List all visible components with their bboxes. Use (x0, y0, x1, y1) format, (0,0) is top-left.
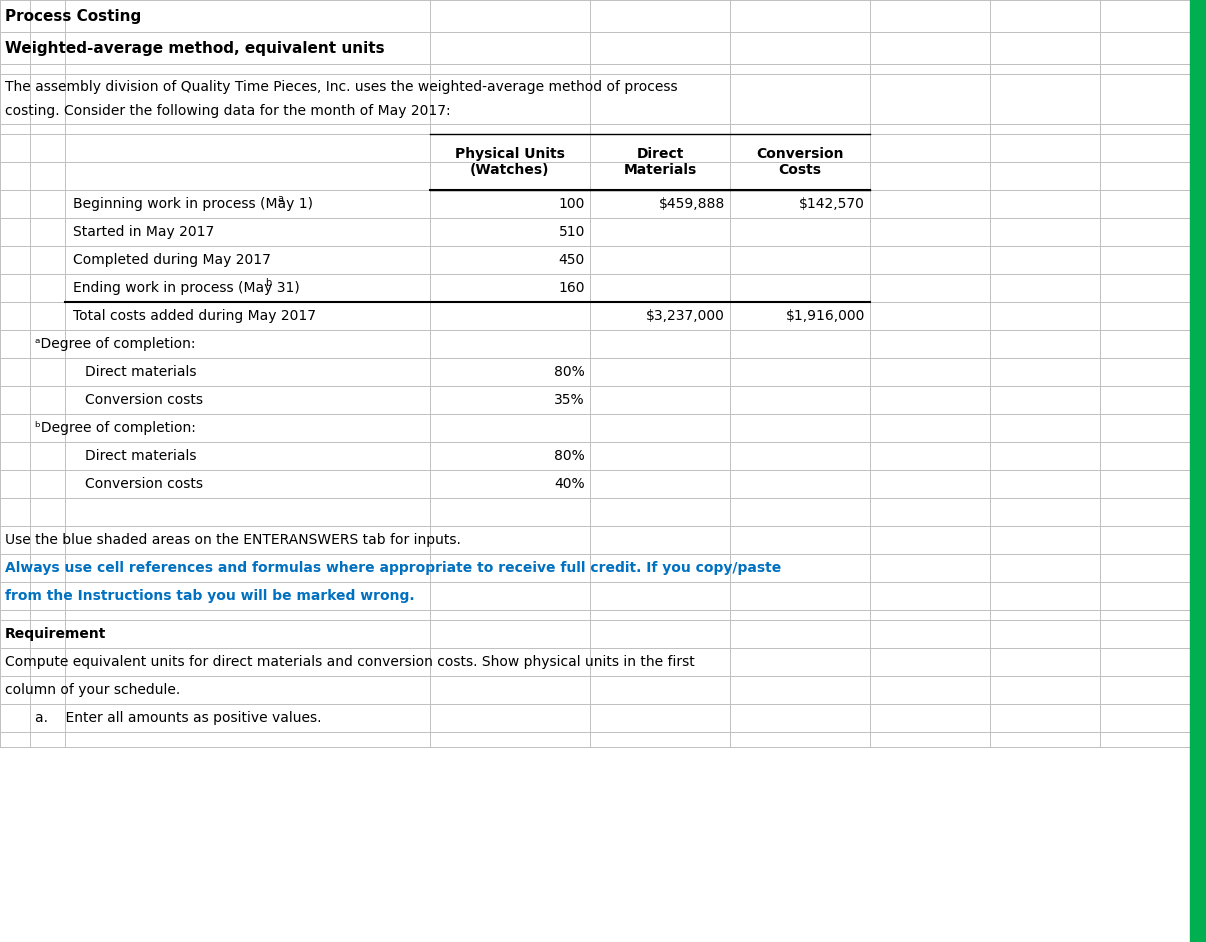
Text: Direct: Direct (637, 147, 684, 161)
Text: ᵇDegree of completion:: ᵇDegree of completion: (35, 421, 195, 435)
Text: Direct materials: Direct materials (84, 365, 197, 379)
Text: a.    Enter all amounts as positive values.: a. Enter all amounts as positive values. (35, 711, 322, 725)
Text: (Watches): (Watches) (470, 163, 550, 177)
Text: 450: 450 (558, 253, 585, 267)
Text: from the Instructions tab you will be marked wrong.: from the Instructions tab you will be ma… (5, 589, 415, 603)
Text: Completed during May 2017: Completed during May 2017 (74, 253, 271, 267)
Text: column of your schedule.: column of your schedule. (5, 683, 180, 697)
Text: Process Costing: Process Costing (5, 8, 141, 24)
Text: $3,237,000: $3,237,000 (646, 309, 725, 323)
Text: $1,916,000: $1,916,000 (785, 309, 865, 323)
Text: Direct materials: Direct materials (84, 449, 197, 463)
Text: 80%: 80% (555, 449, 585, 463)
Text: Use the blue shaded areas on the ENTERANSWERS tab for inputs.: Use the blue shaded areas on the ENTERAN… (5, 533, 461, 547)
Text: Always use cell references and formulas where appropriate to receive full credit: Always use cell references and formulas … (5, 561, 781, 575)
Text: b: b (265, 278, 271, 288)
Text: 80%: 80% (555, 365, 585, 379)
Text: 100: 100 (558, 197, 585, 211)
Text: 510: 510 (558, 225, 585, 239)
Text: Costs: Costs (779, 163, 821, 177)
Text: Conversion: Conversion (756, 147, 844, 161)
Text: Beginning work in process (May 1): Beginning work in process (May 1) (74, 197, 314, 211)
Text: Physical Units: Physical Units (455, 147, 564, 161)
Text: Conversion costs: Conversion costs (84, 393, 203, 407)
Text: Conversion costs: Conversion costs (84, 477, 203, 491)
Text: $459,888: $459,888 (658, 197, 725, 211)
Text: Started in May 2017: Started in May 2017 (74, 225, 215, 239)
Text: Materials: Materials (624, 163, 697, 177)
Text: Weighted-average method, equivalent units: Weighted-average method, equivalent unit… (5, 41, 385, 56)
Text: 160: 160 (558, 281, 585, 295)
Text: a: a (277, 194, 283, 204)
Text: Total costs added during May 2017: Total costs added during May 2017 (74, 309, 316, 323)
Text: Requirement: Requirement (5, 627, 106, 641)
Text: 40%: 40% (555, 477, 585, 491)
Text: 35%: 35% (555, 393, 585, 407)
Text: The assembly division of Quality Time Pieces, Inc. uses the weighted-average met: The assembly division of Quality Time Pi… (5, 79, 678, 93)
Text: $142,570: $142,570 (800, 197, 865, 211)
Text: ᵃDegree of completion:: ᵃDegree of completion: (35, 337, 195, 351)
Text: Compute equivalent units for direct materials and conversion costs. Show physica: Compute equivalent units for direct mate… (5, 655, 695, 669)
Bar (1190, 0, 1206, 942)
Text: costing. Consider the following data for the month of May 2017:: costing. Consider the following data for… (5, 105, 451, 119)
Text: Ending work in process (May 31): Ending work in process (May 31) (74, 281, 300, 295)
